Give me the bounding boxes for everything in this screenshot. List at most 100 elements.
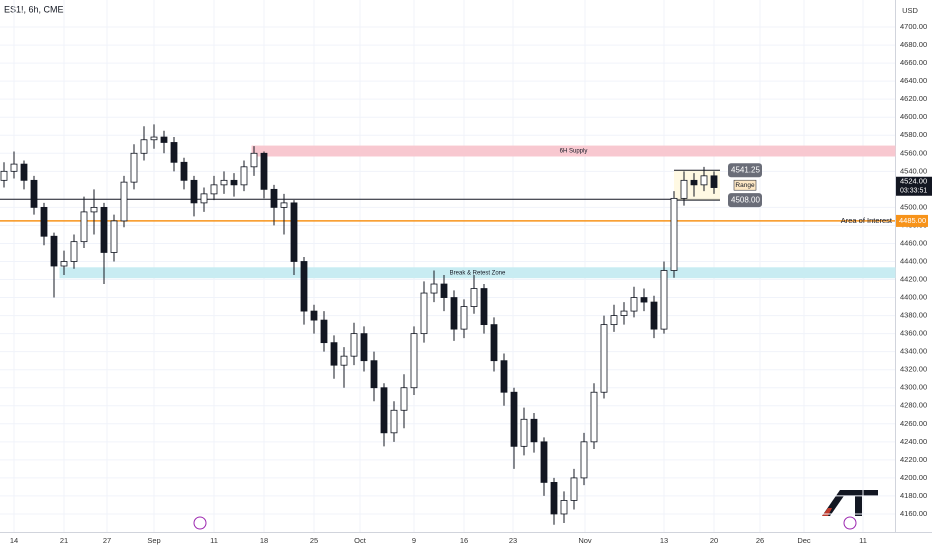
y-tick-label: 4380.00 <box>900 311 927 320</box>
candle-body <box>490 324 498 362</box>
candle-body <box>440 283 448 298</box>
candle-body <box>290 202 298 262</box>
y-tick-label: 4240.00 <box>900 437 927 446</box>
candle-body <box>400 387 408 411</box>
y-tick-label: 4500.00 <box>900 202 927 211</box>
candle-body <box>620 310 628 316</box>
candle-body <box>700 175 708 186</box>
x-tick-label: 25 <box>310 536 318 545</box>
candle-body <box>50 235 58 267</box>
candle-body <box>230 179 238 186</box>
x-tick-label: Sep <box>147 536 160 545</box>
candle-body <box>10 163 18 172</box>
candle-body <box>580 441 588 479</box>
candle-body <box>610 315 618 326</box>
candle-body <box>160 136 168 143</box>
candle-body <box>360 333 368 362</box>
candle-body <box>40 206 48 237</box>
candle-body <box>250 152 258 168</box>
y-tick-label: 4420.00 <box>900 275 927 284</box>
candle-body <box>60 261 68 267</box>
y-tick-label: 4580.00 <box>900 130 927 139</box>
candle-body <box>390 409 398 434</box>
candle-body <box>110 220 118 253</box>
symbol-title: ES1!, 6h, CME <box>4 4 64 14</box>
zone-label: 6H Supply <box>560 149 588 155</box>
zone <box>59 267 896 279</box>
range-top-label: 4541.25 <box>731 165 760 174</box>
x-tick-label: 20 <box>710 536 718 545</box>
candle-body <box>470 288 478 307</box>
y-tick-label: 4300.00 <box>900 383 927 392</box>
x-tick-label: 14 <box>10 536 18 545</box>
y-tick-label: 4400.00 <box>900 293 927 302</box>
candle-body <box>190 179 198 204</box>
candle-body <box>140 139 148 154</box>
last-price-label: 4524.00 <box>900 177 927 186</box>
range-label: Range <box>735 182 755 189</box>
candle-body <box>150 136 158 141</box>
currency: USD <box>902 6 918 15</box>
price-tag-label: 4485.00 <box>899 216 926 225</box>
candle-body <box>680 179 688 199</box>
candle-body <box>560 500 568 515</box>
candle-body <box>540 441 548 483</box>
x-tick-label: 11 <box>859 536 867 545</box>
event-icon[interactable] <box>193 516 207 530</box>
x-tick-label: 23 <box>509 536 517 545</box>
candle-body <box>670 197 678 271</box>
y-tick-label: 4260.00 <box>900 419 927 428</box>
candle-body <box>270 188 278 208</box>
area-of-interest-label: Area of Interest <box>841 216 893 225</box>
y-tick-label: 4700.00 <box>900 22 927 31</box>
y-tick-label: 4220.00 <box>900 455 927 464</box>
candle-body <box>330 342 338 366</box>
zone-label: Break & Retest Zone <box>450 270 506 276</box>
y-tick-label: 4680.00 <box>900 40 927 49</box>
candle-body <box>420 292 428 335</box>
y-tick-label: 4660.00 <box>900 58 927 67</box>
y-tick-label: 4340.00 <box>900 347 927 356</box>
y-tick-label: 4200.00 <box>900 473 927 482</box>
candle-body <box>340 355 348 366</box>
candle-body <box>650 301 658 330</box>
y-tick-label: 4600.00 <box>900 112 927 121</box>
event-icon[interactable] <box>843 516 857 530</box>
candle-body <box>450 297 458 330</box>
y-tick-label: 4440.00 <box>900 256 927 265</box>
candle-body <box>130 152 138 183</box>
x-tick-label: 21 <box>60 536 68 545</box>
candle-body <box>300 261 308 312</box>
candle-body <box>640 297 648 303</box>
last-price-tag <box>896 176 932 196</box>
candle-body <box>660 270 668 330</box>
candle-body <box>410 333 418 389</box>
candle-body <box>30 179 38 208</box>
candle-body <box>320 319 328 344</box>
candle-body <box>370 360 378 389</box>
y-tick-label: 4460.00 <box>900 238 927 247</box>
range-tag <box>728 163 762 178</box>
candle-body <box>260 152 268 190</box>
candle-body <box>240 166 248 186</box>
y-tick-label: 4160.00 <box>900 509 927 518</box>
countdown-label: 03:33:51 <box>900 188 927 195</box>
x-tick-label: 16 <box>460 536 468 545</box>
candle-body <box>80 211 88 243</box>
x-tick-label: 13 <box>660 536 668 545</box>
candle-body <box>690 179 698 186</box>
y-tick-label: 4360.00 <box>900 329 927 338</box>
candle-body <box>710 175 718 188</box>
x-tick-label: 18 <box>260 536 268 545</box>
range-tag <box>728 193 762 208</box>
candle-body <box>500 360 508 393</box>
candle-body <box>600 324 608 393</box>
candle-body <box>20 163 28 181</box>
candle-body <box>120 181 128 222</box>
x-tick-label: 27 <box>103 536 111 545</box>
candle-body <box>510 391 518 447</box>
candle-body <box>460 306 468 330</box>
y-tick-label: 4540.00 <box>900 166 927 175</box>
candle-body <box>590 391 598 443</box>
